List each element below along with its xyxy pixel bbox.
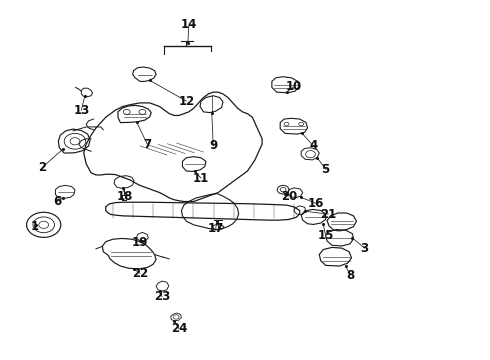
Text: 19: 19 (132, 236, 148, 249)
Text: 2: 2 (38, 161, 46, 174)
Text: 1: 1 (31, 220, 39, 233)
Text: 15: 15 (318, 229, 334, 242)
Text: 24: 24 (171, 322, 187, 335)
Text: 20: 20 (281, 190, 297, 203)
Text: 11: 11 (193, 172, 209, 185)
Text: 14: 14 (181, 18, 197, 31)
Text: 3: 3 (361, 242, 369, 255)
Text: 18: 18 (117, 190, 133, 203)
Text: 17: 17 (208, 222, 224, 235)
Text: 22: 22 (132, 267, 148, 280)
Text: 8: 8 (346, 269, 354, 282)
Text: 4: 4 (309, 139, 318, 152)
Text: 23: 23 (154, 290, 170, 303)
Text: 16: 16 (308, 197, 324, 210)
Text: 12: 12 (178, 95, 195, 108)
Text: 5: 5 (321, 163, 330, 176)
Text: 21: 21 (320, 208, 336, 221)
Text: 7: 7 (143, 138, 151, 150)
Text: 13: 13 (73, 104, 90, 117)
Text: 10: 10 (286, 80, 302, 93)
Text: 9: 9 (209, 139, 218, 152)
Text: 6: 6 (53, 195, 61, 208)
